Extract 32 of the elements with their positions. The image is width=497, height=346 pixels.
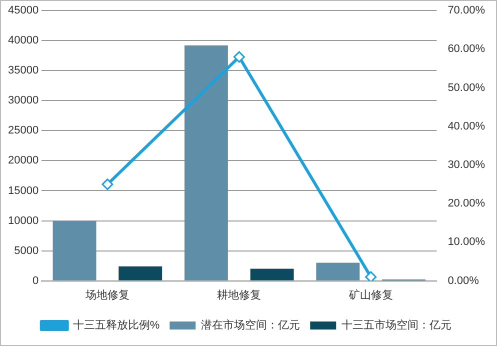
- y2-tick-label: 0.00%: [448, 274, 480, 287]
- y-tick-label: 45000: [8, 4, 39, 17]
- bar: [250, 268, 294, 280]
- y-tick-label: 5000: [14, 244, 39, 257]
- y-tick-label: 30000: [8, 94, 39, 107]
- y-tick-label: 10000: [8, 214, 39, 227]
- legend-label: 十三五释放比例%: [72, 318, 160, 332]
- bar: [118, 266, 162, 280]
- y-tick-label: 25000: [8, 124, 39, 137]
- x-tick-label: 矿山修复: [348, 288, 393, 302]
- x-tick-label: 耕地修复: [217, 288, 262, 302]
- x-tick-label: 场地修复: [84, 288, 130, 302]
- y-tick-label: 0: [32, 274, 39, 287]
- point: [102, 178, 114, 190]
- bar: [184, 45, 228, 280]
- point: [233, 51, 245, 63]
- y2-tick-label: 10.00%: [448, 236, 486, 248]
- legend-label: 十三五市场空间：亿元: [342, 318, 452, 332]
- bar: [316, 262, 360, 280]
- y2-tick-label: 40.00%: [448, 120, 486, 132]
- point: [365, 271, 377, 281]
- bar: [52, 220, 96, 280]
- y-tick-label: 40000: [8, 34, 39, 47]
- y-tick-label: 35000: [8, 64, 39, 77]
- y2-tick-label: 20.00%: [448, 198, 486, 210]
- y2-tick-label: 30.00%: [448, 159, 486, 172]
- y2-tick-label: 70.00%: [448, 4, 486, 17]
- legend-label: 潜在市场空间：亿元: [201, 318, 300, 332]
- y-tick-label: 20000: [8, 154, 39, 167]
- y2-tick-label: 50.00%: [448, 82, 486, 94]
- y2-tick-label: 60.00%: [448, 43, 486, 56]
- y-tick-label: 15000: [8, 184, 39, 197]
